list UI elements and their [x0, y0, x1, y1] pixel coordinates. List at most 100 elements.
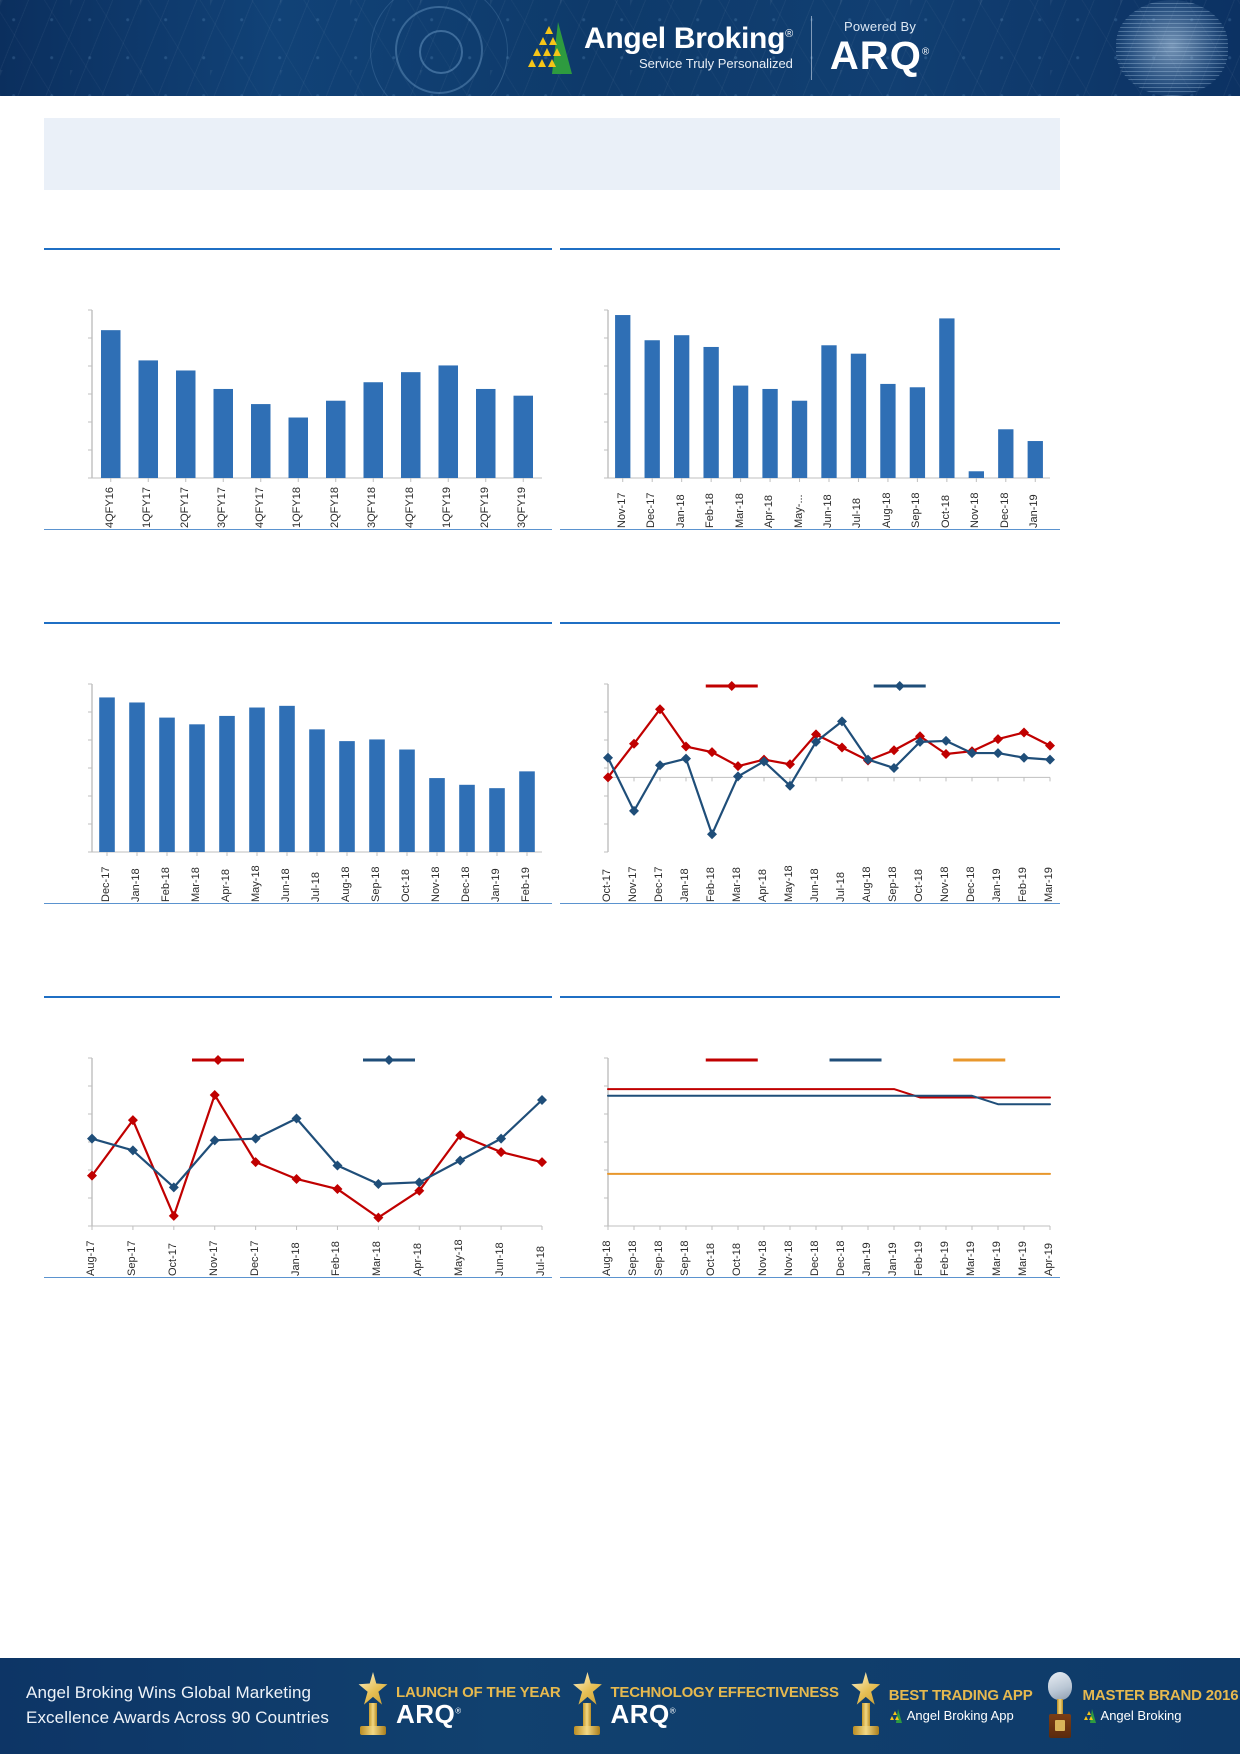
x-axis-tick-label: Feb-18: [160, 867, 172, 902]
x-axis-tick-label: Jan-19: [887, 1242, 899, 1276]
x-axis-tick-label: May-...: [792, 494, 805, 528]
x-axis-tick-label: Sep-18: [653, 1240, 665, 1276]
x-axis-tick-label: Feb-19: [1017, 867, 1029, 902]
chart-bottom-rule: [44, 903, 552, 904]
award-arq-wordmark: ARQ®: [396, 1701, 560, 1727]
chart-top-rule: [560, 996, 1060, 998]
award-arq-wordmark: ARQ®: [610, 1701, 838, 1727]
trophy-star-icon: [356, 1670, 390, 1742]
x-axis-tick-label: Nov-18: [757, 1240, 769, 1276]
x-axis-tick-label: Mar-18: [731, 867, 743, 902]
registered-mark: ®: [785, 28, 793, 41]
chart-plot-area: [44, 258, 552, 530]
x-axis-tick-label: Aug-18: [880, 492, 893, 528]
footer-headline: Angel Broking Wins Global Marketing Exce…: [26, 1681, 346, 1730]
chart-x-axis-labels: Aug-18 Sep-18 Sep-18 Sep-18 Oct-18 Oct-18 Nov-…: [560, 1200, 1060, 1278]
x-axis-tick-label: Jan-18: [289, 1242, 302, 1276]
chart-plot-area: [44, 632, 552, 904]
x-axis-tick-label: Sep-18: [679, 1240, 691, 1276]
chart-top-rule: [44, 622, 552, 624]
x-axis-tick-label: Jun-18: [280, 868, 292, 902]
x-axis-tick-label: 1QFY18: [291, 487, 304, 528]
header-divider: [810, 16, 812, 80]
award-arq-text: ARQ: [396, 1699, 456, 1730]
x-axis-tick-label: 2QFY19: [478, 487, 491, 528]
chart-x-axis-labels: Nov-17 Dec-17 Jan-18 Feb-18 Mar-18 Apr-18 May-…: [560, 452, 1060, 530]
trophy-star-icon: [849, 1670, 883, 1742]
x-axis-tick-label: Aug-18: [861, 866, 873, 902]
x-axis-tick-label: Feb-19: [913, 1241, 925, 1276]
x-axis-tick-label: Oct-17: [166, 1242, 179, 1276]
chart-quarterly-bars: 4QFY16 1QFY17 2QFY17 3QFY17 4QFY17 1QFY18 2QFY…: [44, 248, 552, 530]
header-banner: Angel Broking® Service Truly Personalize…: [0, 0, 1240, 96]
awards-footer-banner: Angel Broking Wins Global Marketing Exce…: [0, 1658, 1240, 1754]
x-axis-tick-label: Jan-19: [490, 868, 502, 902]
x-axis-tick-label: Apr-18: [412, 1242, 425, 1276]
summary-box: [44, 118, 1060, 190]
chart-plot-area: [560, 258, 1060, 530]
x-axis-tick-label: Jan-19: [1028, 494, 1041, 528]
x-axis-tick-label: 1QFY19: [441, 487, 454, 528]
brand-text: Angel Broking® Service Truly Personalize…: [584, 23, 793, 72]
x-axis-tick-label: Apr-18: [763, 494, 776, 528]
x-axis-tick-label: Mar-19: [1017, 1241, 1029, 1276]
x-axis-tick-label: Mar-19: [965, 1241, 977, 1276]
chart-bottom-rule: [44, 529, 552, 530]
x-axis-tick-label: 2QFY17: [178, 487, 191, 528]
footer-headline-line2: Excellence Awards Across 90 Countries: [26, 1708, 329, 1727]
x-axis-tick-label: Dec-18: [835, 1240, 847, 1276]
x-axis-tick-label: Dec-17: [100, 866, 112, 902]
award-text: LAUNCH OF THE YEAR ARQ®: [396, 1684, 561, 1727]
x-axis-tick-label: Mar-18: [190, 867, 202, 902]
award-title: MASTER BRAND 2016: [1082, 1687, 1239, 1705]
chart-bottom-rule: [44, 1277, 552, 1278]
award-text: BEST TRADING APP Angel Broking App: [889, 1688, 1033, 1724]
x-axis-tick-label: Feb-18: [330, 1241, 343, 1276]
x-axis-tick-label: Jun-18: [822, 494, 834, 528]
x-axis-tick-label: May-18: [783, 865, 795, 902]
x-axis-tick-label: Jan-18: [130, 868, 142, 902]
x-axis-tick-label: 1QFY17: [141, 487, 154, 528]
robot-face-icon: [1116, 0, 1228, 96]
award-text: MASTER BRAND 2016 Angel Broking: [1083, 1688, 1239, 1724]
award-arq-registered-mark: ®: [669, 1706, 677, 1716]
x-axis-tick-label: Dec-18: [998, 492, 1011, 528]
x-axis-tick-label: Sep-17: [125, 1240, 138, 1276]
chart-bottom-rule: [560, 1277, 1060, 1278]
angel-broking-mini-logo-icon: [1083, 1708, 1097, 1724]
award-brand-lockup: Angel Broking App: [889, 1708, 1033, 1724]
brand-name: Angel Broking®: [584, 23, 793, 55]
x-axis-tick-label: Oct-18: [939, 494, 952, 528]
chart-triple-step-line: Aug-18 Sep-18 Sep-18 Sep-18 Oct-18 Oct-18 Nov-…: [560, 996, 1060, 1278]
x-axis-tick-label: Aug-18: [340, 866, 352, 902]
x-axis-tick-label: May-18: [453, 1239, 466, 1276]
x-axis-tick-label: Jan-19: [861, 1242, 873, 1276]
award-brand-lockup: Angel Broking: [1083, 1708, 1239, 1724]
x-axis-tick-label: Mar-19: [1043, 867, 1055, 902]
x-axis-tick-label: Jul-18: [835, 872, 847, 902]
x-axis-tick-label: Nov-17: [615, 492, 628, 528]
x-axis-tick-label: Feb-19: [520, 867, 532, 902]
chart-x-axis-labels: Aug-17 Sep-17 Oct-17 Nov-17 Dec-17 Jan-18 Feb-…: [44, 1200, 552, 1278]
award-item: TECHNOLOGY EFFECTIVENESS ARQ®: [570, 1664, 839, 1748]
angel-broking-mini-logo-icon: [889, 1708, 903, 1724]
x-axis-tick-label: Jun-18: [809, 868, 821, 902]
chart-monthly-bars-1: Nov-17 Dec-17 Jan-18 Feb-18 Mar-18 Apr-18 May-…: [560, 248, 1060, 530]
x-axis-tick-label: Dec-18: [965, 866, 977, 902]
arq-registered-mark: ®: [921, 46, 931, 58]
x-axis-tick-label: Aug-18: [601, 1240, 613, 1276]
x-axis-tick-label: Oct-18: [913, 868, 925, 902]
x-axis-tick-label: Mar-18: [371, 1241, 384, 1276]
header-ring-outer-icon: [370, 0, 508, 96]
x-axis-tick-label: Apr-18: [757, 868, 769, 902]
trophy-cup-icon: [1043, 1670, 1077, 1742]
x-axis-tick-label: Sep-18: [370, 866, 382, 902]
arq-wordmark: ARQ®: [830, 36, 930, 76]
x-axis-tick-label: Jul-18: [851, 498, 864, 528]
x-axis-tick-label: Oct-18: [705, 1242, 717, 1276]
header-ring-icon: [395, 6, 483, 94]
x-axis-tick-label: Mar-18: [733, 493, 746, 528]
x-axis-tick-label: 3QFY18: [366, 487, 379, 528]
x-axis-tick-label: Jan-19: [991, 868, 1003, 902]
x-axis-tick-label: Feb-18: [704, 493, 717, 528]
